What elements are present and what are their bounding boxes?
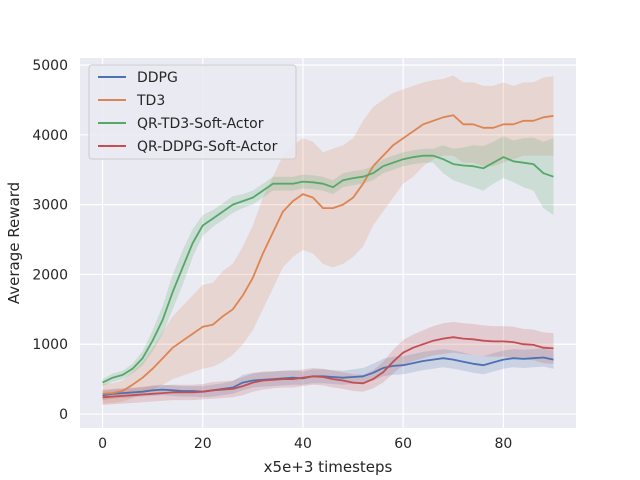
y-axis-label: Average Reward: [5, 182, 23, 304]
series-lines: [102, 114, 554, 399]
x-tick-label: 20: [194, 436, 212, 452]
legend-label-qr-ddpg-soft-actor: QR-DDPG-Soft-Actor: [137, 139, 278, 155]
qr-ddpg-soft-actor-band: [102, 321, 554, 405]
legend-box: [88, 64, 297, 160]
y-tick-label: 3000: [32, 198, 68, 214]
x-tick-label: 80: [494, 436, 512, 452]
y-tick-label: 1000: [32, 337, 68, 353]
qr-ddpg-soft-actor-line: [102, 336, 554, 399]
x-tick-labels: 0 20 40 60 80: [98, 436, 512, 452]
ddpg-band: [102, 348, 554, 401]
legend-label-qr-td3-soft-actor: QR-TD3-Soft-Actor: [137, 116, 264, 132]
td3-line: [102, 114, 554, 395]
grid: [80, 58, 576, 428]
x-tick-label: 60: [394, 436, 412, 452]
ddpg-line: [102, 356, 554, 397]
x-tick-label: 40: [294, 436, 312, 452]
qr-td3-soft-actor-line: [102, 154, 554, 384]
y-tick-label: 0: [59, 407, 68, 423]
y-tick-label: 4000: [32, 128, 68, 144]
y-tick-labels: 0 1000 2000 3000 4000 5000: [32, 58, 68, 423]
legend-label-ddpg: DDPG: [137, 70, 178, 86]
x-axis-label: x5e+3 timesteps: [264, 458, 393, 476]
legend: DDPG TD3 QR-TD3-Soft-Actor QR-DDPG-Soft-Act…: [88, 64, 297, 160]
x-tick-label: 0: [98, 436, 107, 452]
y-tick-label: 5000: [32, 58, 68, 74]
legend-label-td3: TD3: [136, 93, 165, 109]
y-tick-label: 2000: [32, 267, 68, 283]
